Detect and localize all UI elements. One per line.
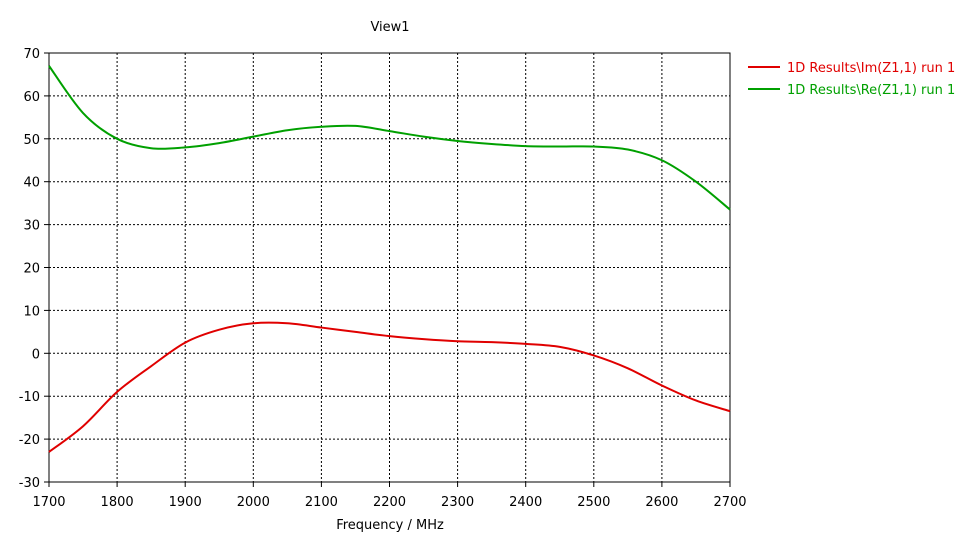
- y-tick-label: 0: [32, 347, 40, 362]
- y-tick-label: 20: [23, 262, 40, 277]
- legend-label: 1D Results\Im(Z1,1) run 1: [787, 61, 955, 76]
- x-tick-label: 2000: [237, 495, 270, 510]
- y-tick-label: 30: [23, 219, 40, 234]
- grid: [49, 53, 730, 482]
- series-lines: [48, 65, 731, 453]
- y-tick-label: 70: [23, 47, 40, 62]
- x-tick-label: 2700: [713, 495, 746, 510]
- x-tick-label: 1800: [101, 495, 134, 510]
- series-line-re-z11: [48, 65, 731, 211]
- x-tick-label: 2400: [509, 495, 542, 510]
- y-tick-label: -30: [19, 476, 40, 491]
- legend-label: 1D Results\Re(Z1,1) run 1: [787, 83, 955, 98]
- x-axis-label: Frequency / MHz: [336, 518, 444, 533]
- y-tick-label: 10: [23, 304, 40, 319]
- y-tick-label: 40: [23, 176, 40, 191]
- x-tick-label: 1900: [169, 495, 202, 510]
- series-line-im-z11: [48, 321, 731, 453]
- y-axis-ticks: 70 60 50 40 30 20 10 0 -10 -20 -30: [19, 47, 49, 491]
- chart-title: View1: [370, 20, 409, 35]
- x-tick-label: 2300: [441, 495, 474, 510]
- x-tick-label: 2200: [373, 495, 406, 510]
- y-tick-label: -20: [19, 433, 40, 448]
- x-tick-label: 2500: [577, 495, 610, 510]
- y-tick-label: 60: [23, 90, 40, 105]
- x-tick-label: 2600: [645, 495, 678, 510]
- x-tick-label: 2100: [305, 495, 338, 510]
- x-tick-label: 1700: [32, 495, 65, 510]
- y-tick-label: 50: [23, 133, 40, 148]
- x-axis-ticks: 1700 1800 1900 2000 2100 2200 2300 2400 2500 2600…: [32, 482, 747, 510]
- y-tick-label: -10: [19, 390, 40, 405]
- legend: 1D Results\Im(Z1,1) run 1 1D Results\Re(Z…: [748, 61, 955, 98]
